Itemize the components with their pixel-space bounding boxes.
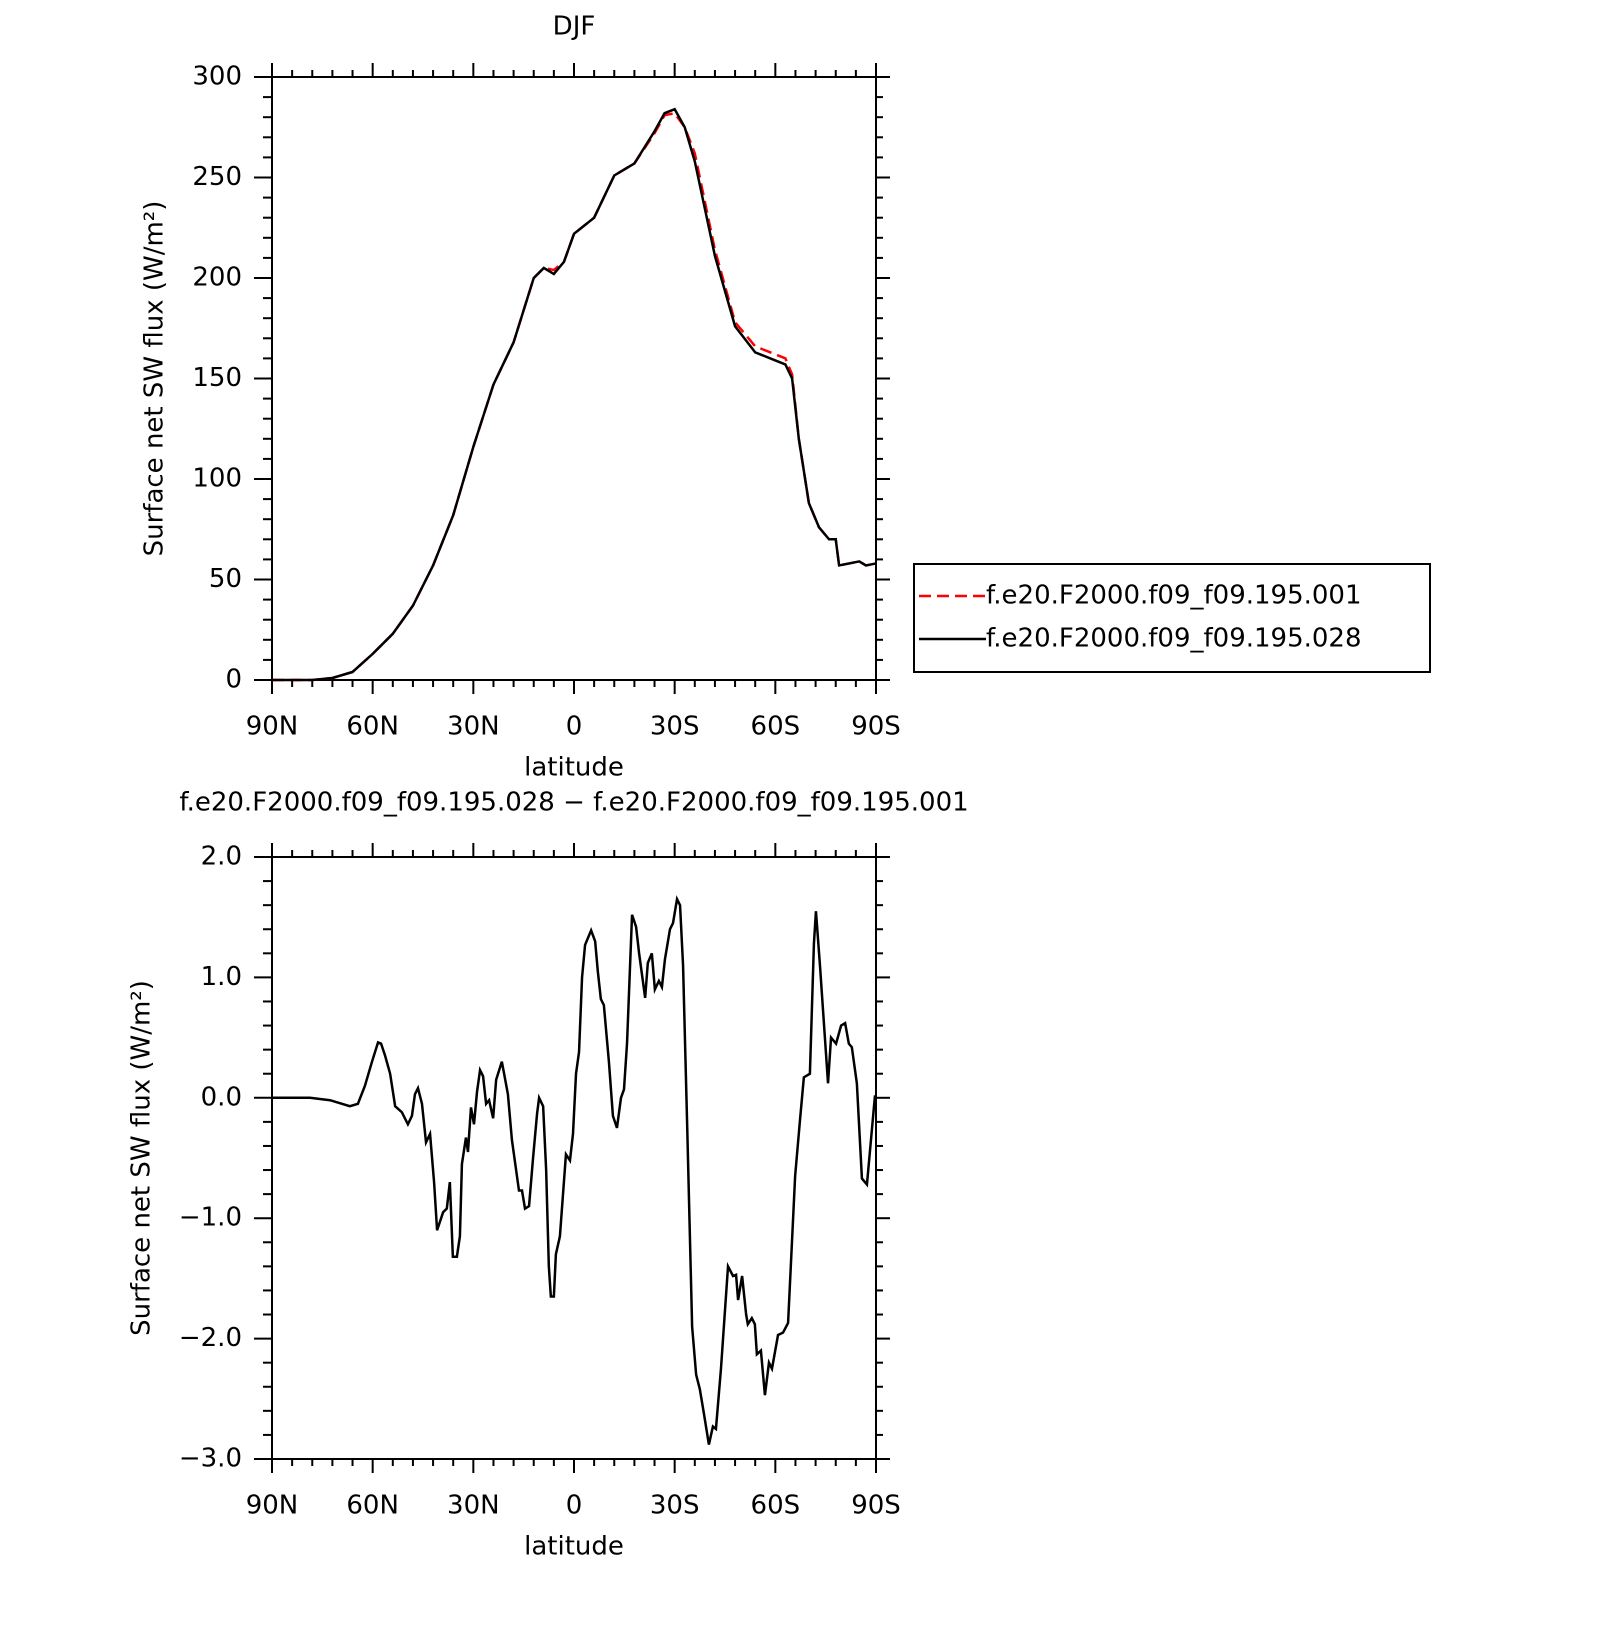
legend-label: f.e20.F2000.f09_f09.195.028 [986, 624, 1362, 654]
x-axis-label: latitude [524, 1532, 624, 1562]
x-tick-label: 30S [650, 712, 700, 742]
x-tick-label: 90S [851, 1491, 901, 1521]
x-tick-label: 0 [566, 712, 583, 742]
y-tick-label: −3.0 [179, 1444, 242, 1474]
legend-box [913, 563, 1431, 673]
chart-title: f.e20.F2000.f09_f09.195.028 − f.e20.F200… [179, 788, 968, 818]
y-tick-label: 300 [192, 62, 242, 92]
chart-title: DJF [553, 12, 596, 42]
x-tick-label: 60S [751, 1491, 801, 1521]
plot-frame [271, 76, 877, 681]
data-line [272, 107, 877, 682]
y-tick-label: 100 [192, 464, 242, 494]
x-axis-label: latitude [524, 753, 624, 783]
y-tick-label: 2.0 [201, 842, 242, 872]
y-tick-label: 250 [192, 162, 242, 192]
y-tick-label: 50 [209, 564, 242, 594]
y-tick-label: 150 [192, 363, 242, 393]
y-tick-label: 200 [192, 263, 242, 293]
plot-frame [271, 856, 877, 1460]
x-tick-label: 90N [246, 712, 299, 742]
x-tick-label: 30S [650, 1491, 700, 1521]
y-tick-label: 0 [225, 665, 242, 695]
y-tick-label: −1.0 [179, 1203, 242, 1233]
x-tick-label: 60N [346, 1491, 399, 1521]
y-axis-label: Surface net SW flux (W/m²) [127, 980, 157, 1336]
y-axis-label: Surface net SW flux (W/m²) [140, 201, 170, 557]
x-tick-label: 90S [851, 712, 901, 742]
y-tick-label: −2.0 [179, 1323, 242, 1353]
y-tick-label: 1.0 [201, 962, 242, 992]
legend-label: f.e20.F2000.f09_f09.195.001 [986, 581, 1362, 611]
x-tick-label: 90N [246, 1491, 299, 1521]
x-tick-label: 30N [447, 712, 500, 742]
x-tick-label: 60S [751, 712, 801, 742]
data-line [272, 895, 877, 1445]
x-tick-label: 30N [447, 1491, 500, 1521]
y-tick-label: 0.0 [201, 1082, 242, 1112]
x-tick-label: 60N [346, 712, 399, 742]
x-tick-label: 0 [566, 1491, 583, 1521]
